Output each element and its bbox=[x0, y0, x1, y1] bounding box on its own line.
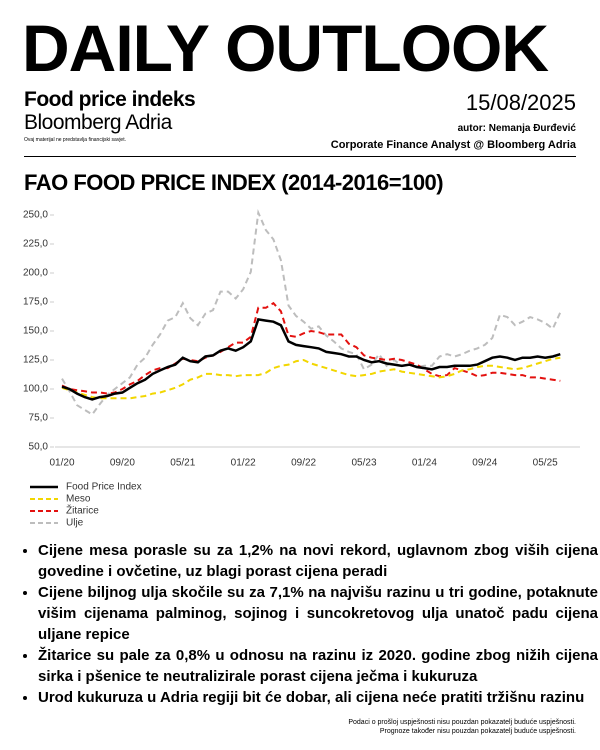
chart-title: FAO FOOD PRICE INDEX (2014-2016=100) bbox=[24, 170, 444, 195]
y-tick-label: 225,0 bbox=[23, 239, 48, 250]
date: 15/08/2025 bbox=[465, 90, 576, 115]
x-tick-label: 09/20 bbox=[110, 458, 135, 469]
y-tick-label: 100,0 bbox=[23, 384, 48, 395]
legend-label: Žitarice bbox=[66, 504, 99, 517]
footer-line: Podaci o prošloj uspješnosti nisu pouzda… bbox=[348, 719, 576, 726]
chart: 50,0 75,0 100,0 125,0 150,0 175,0 200,0 225,0 25… bbox=[23, 208, 580, 529]
brand: Bloomberg Adria bbox=[24, 111, 172, 134]
legend-label: Food Price Index bbox=[66, 482, 142, 493]
x-tick-label: 01/22 bbox=[231, 458, 256, 469]
y-tick-label: 125,0 bbox=[23, 355, 48, 366]
role: Corporate Finance Analyst @ Bloomberg Ad… bbox=[330, 139, 576, 151]
y-tick-label: 250,0 bbox=[23, 210, 48, 221]
bullet: Cijene biljnog ulja skočile su za 7,1% n… bbox=[38, 582, 598, 645]
series-line bbox=[61, 318, 561, 401]
x-tick-label: 09/24 bbox=[472, 458, 497, 469]
x-tick-label: 09/22 bbox=[291, 458, 316, 469]
bullet: Žitarice su pale za 0,8% u odnosu na raz… bbox=[38, 645, 598, 687]
rule bbox=[24, 156, 576, 157]
series-line bbox=[61, 208, 562, 416]
legend-label: Ulje bbox=[66, 518, 84, 529]
footer-line: Prognoze također nisu pouzdan pokazatelj… bbox=[379, 728, 576, 735]
x-tick-label: 05/23 bbox=[351, 458, 376, 469]
y-tick-label: 75,0 bbox=[29, 413, 49, 424]
legend-label: Meso bbox=[66, 494, 91, 505]
y-tick-label: 50,0 bbox=[29, 442, 49, 453]
bullet: Cijene mesa porasle su za 1,2% na novi r… bbox=[38, 540, 598, 582]
x-tick-label: 01/24 bbox=[412, 458, 437, 469]
subtitle: Food price indeks bbox=[24, 88, 196, 111]
footer: Podaci o prošloj uspješnosti nisu pouzda… bbox=[348, 718, 576, 736]
y-tick-label: 200,0 bbox=[23, 268, 48, 279]
disclaimer: Ovaj materijal ne predstavlja financijsk… bbox=[24, 137, 126, 143]
series-line bbox=[61, 356, 561, 400]
x-tick-label: 05/21 bbox=[170, 458, 195, 469]
x-tick-label: 05/25 bbox=[533, 458, 558, 469]
series-line bbox=[61, 301, 561, 395]
y-tick-label: 150,0 bbox=[23, 326, 48, 337]
bullet: Urod kukuruza u Adria regiji bit će doba… bbox=[38, 687, 598, 708]
y-tick-label: 175,0 bbox=[23, 297, 48, 308]
author: autor: Nemanja Đurđević bbox=[457, 123, 576, 134]
x-tick-label: 01/20 bbox=[49, 458, 74, 469]
bullet-list: Cijene mesa porasle su za 1,2% na novi r… bbox=[20, 540, 598, 708]
title: DAILY OUTLOOK bbox=[22, 11, 549, 85]
